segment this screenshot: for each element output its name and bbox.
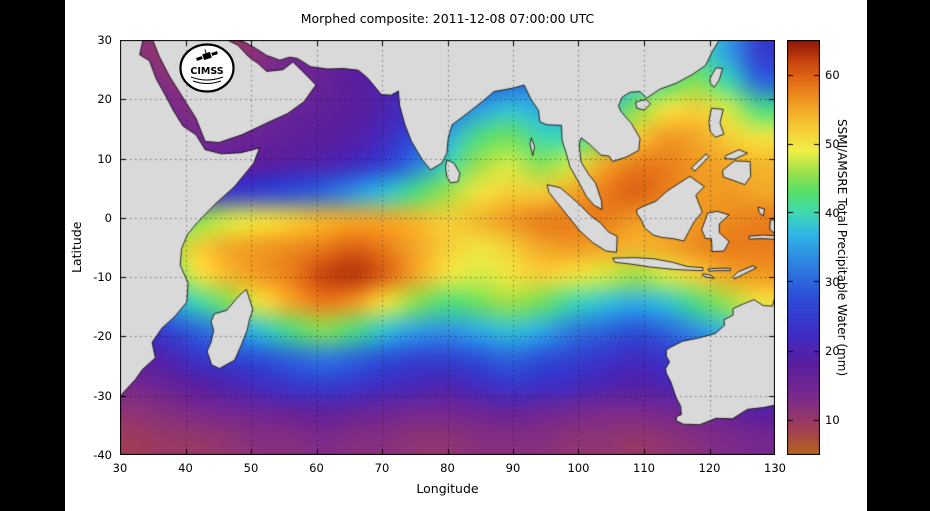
x-tick-label: 60 xyxy=(309,461,324,475)
x-tick-label: 90 xyxy=(505,461,521,475)
logo-circle xyxy=(179,43,235,93)
x-tick-label: 130 xyxy=(764,461,786,475)
x-tick-label: 80 xyxy=(440,461,455,475)
cimss-logo: CIMSS xyxy=(179,43,235,93)
x-axis-label: Longitude xyxy=(416,481,479,496)
map-canvas xyxy=(120,40,775,455)
colorbar-label: SSMI/AMSRE Total Precipitable Water (mm) xyxy=(835,118,849,377)
plot-title: Morphed composite: 2011-12-08 07:00:00 U… xyxy=(300,11,595,26)
x-tick-label: 110 xyxy=(633,461,655,475)
y-axis-label: Latitude xyxy=(69,221,84,274)
x-tick-label: 100 xyxy=(567,461,590,475)
x-tick-label: 30 xyxy=(112,461,128,475)
logo-globe-line xyxy=(190,76,224,81)
x-tick-label: 50 xyxy=(243,461,259,475)
x-tick-label: 40 xyxy=(178,461,193,475)
x-tick-label: 70 xyxy=(374,461,390,475)
satellite-icon xyxy=(196,49,218,61)
colorbar xyxy=(787,40,820,455)
logo-globe-line-2 xyxy=(192,80,222,84)
logo-text: CIMSS xyxy=(190,66,223,77)
x-tick-label: 120 xyxy=(698,461,721,475)
figure: Morphed composite: 2011-12-08 07:00:00 U… xyxy=(65,0,867,511)
